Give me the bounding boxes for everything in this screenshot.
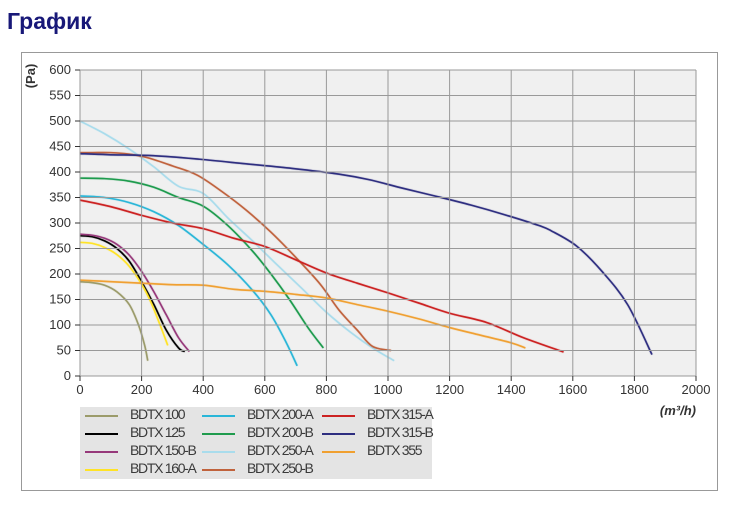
svg-text:800: 800 bbox=[316, 382, 338, 397]
svg-text:0: 0 bbox=[64, 368, 71, 383]
svg-text:1600: 1600 bbox=[558, 382, 587, 397]
svg-text:1000: 1000 bbox=[374, 382, 403, 397]
svg-text:0: 0 bbox=[76, 382, 83, 397]
svg-text:400: 400 bbox=[192, 382, 214, 397]
svg-text:1400: 1400 bbox=[497, 382, 526, 397]
svg-text:1800: 1800 bbox=[620, 382, 649, 397]
svg-text:350: 350 bbox=[49, 190, 71, 205]
svg-text:2000: 2000 bbox=[682, 382, 711, 397]
svg-text:(Pa): (Pa) bbox=[23, 64, 38, 89]
svg-text:50: 50 bbox=[57, 343, 71, 358]
svg-text:600: 600 bbox=[49, 62, 71, 77]
svg-text:300: 300 bbox=[49, 215, 71, 230]
svg-text:200: 200 bbox=[131, 382, 153, 397]
svg-text:550: 550 bbox=[49, 88, 71, 103]
svg-text:500: 500 bbox=[49, 113, 71, 128]
svg-text:450: 450 bbox=[49, 139, 71, 154]
svg-text:400: 400 bbox=[49, 164, 71, 179]
svg-text:(m³/h): (m³/h) bbox=[660, 403, 696, 418]
svg-text:600: 600 bbox=[254, 382, 276, 397]
svg-text:250: 250 bbox=[49, 241, 71, 256]
svg-text:150: 150 bbox=[49, 292, 71, 307]
svg-text:100: 100 bbox=[49, 317, 71, 332]
svg-text:1200: 1200 bbox=[435, 382, 464, 397]
svg-text:200: 200 bbox=[49, 266, 71, 281]
